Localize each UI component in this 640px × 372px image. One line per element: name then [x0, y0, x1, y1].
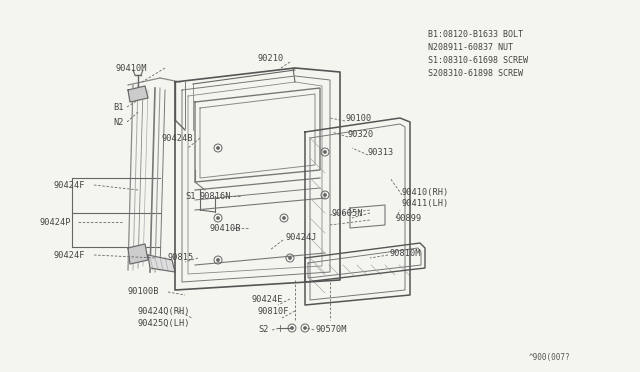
Text: 90100: 90100: [345, 113, 371, 122]
Polygon shape: [128, 244, 148, 264]
Text: 90605N: 90605N: [332, 208, 364, 218]
Circle shape: [216, 147, 220, 150]
Text: S1: S1: [185, 192, 195, 201]
Polygon shape: [148, 255, 175, 272]
Text: 90899: 90899: [396, 214, 422, 222]
Text: B1: B1: [113, 103, 124, 112]
Text: 90810F: 90810F: [257, 307, 289, 315]
Text: 90424J: 90424J: [285, 232, 317, 241]
Circle shape: [216, 259, 220, 262]
Polygon shape: [128, 86, 148, 102]
Text: 90424F: 90424F: [54, 250, 86, 260]
Text: 90424P: 90424P: [40, 218, 72, 227]
Text: 90570M: 90570M: [316, 326, 348, 334]
Text: 90810M: 90810M: [390, 248, 422, 257]
Text: S208310-61898 SCREW: S208310-61898 SCREW: [428, 69, 523, 78]
Text: 90411(LH): 90411(LH): [402, 199, 449, 208]
Text: 90210: 90210: [258, 54, 284, 62]
Circle shape: [323, 151, 326, 154]
Circle shape: [303, 327, 307, 330]
Text: 90313: 90313: [368, 148, 394, 157]
Text: 90410(RH): 90410(RH): [402, 187, 449, 196]
Text: S1:08310-61698 SCREW: S1:08310-61698 SCREW: [428, 56, 528, 65]
Text: 90815: 90815: [168, 253, 195, 263]
Text: ^900(007?: ^900(007?: [529, 353, 570, 362]
Circle shape: [282, 217, 285, 219]
Text: 90424E: 90424E: [252, 295, 284, 304]
Text: N208911-60837 NUT: N208911-60837 NUT: [428, 43, 513, 52]
Text: 90100B: 90100B: [128, 288, 159, 296]
Text: 90320: 90320: [348, 129, 374, 138]
Text: N2: N2: [113, 118, 124, 126]
Text: 90410M: 90410M: [116, 64, 147, 73]
Text: 90424B: 90424B: [162, 134, 193, 142]
Text: 90410B: 90410B: [210, 224, 241, 232]
Text: 90425Q(LH): 90425Q(LH): [138, 318, 191, 327]
Circle shape: [216, 217, 220, 219]
Text: S2: S2: [258, 326, 269, 334]
Circle shape: [289, 257, 291, 260]
Text: 90424Q(RH): 90424Q(RH): [138, 307, 191, 315]
Text: B1:08120-B1633 BOLT: B1:08120-B1633 BOLT: [428, 30, 523, 39]
Text: 90424F: 90424F: [54, 180, 86, 189]
Text: 90816N: 90816N: [200, 192, 232, 201]
Circle shape: [291, 327, 294, 330]
Circle shape: [323, 193, 326, 196]
